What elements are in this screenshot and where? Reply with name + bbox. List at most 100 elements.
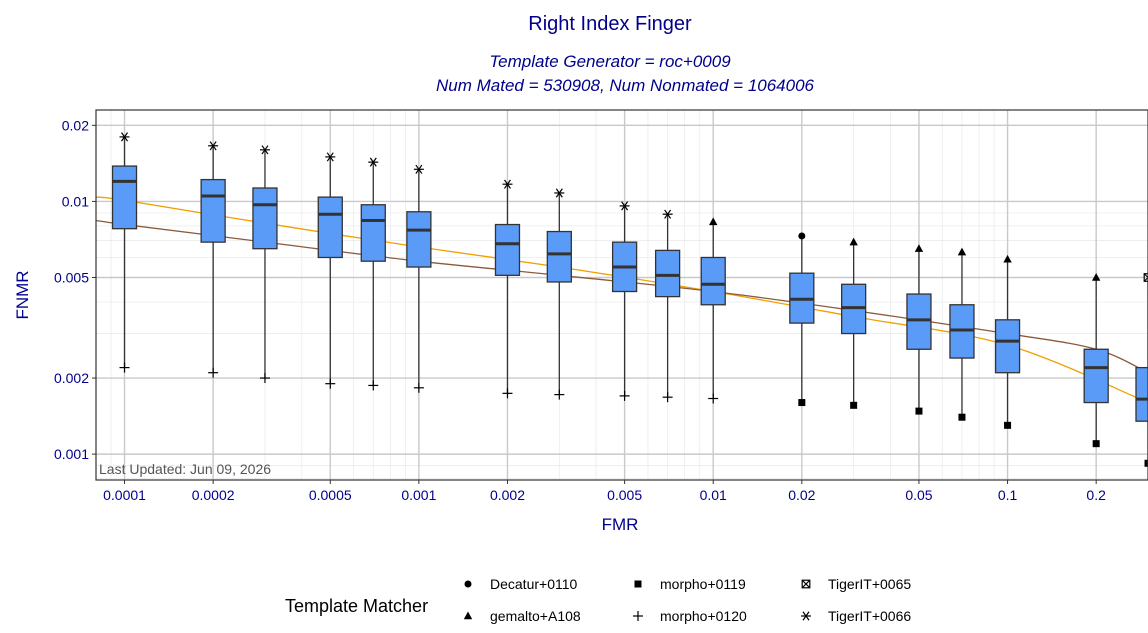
y-tick-label: 0.02 [62, 117, 89, 133]
boxplot [200, 141, 226, 378]
chart-subtitle-line1: Template Generator = roc+0009 [489, 52, 731, 71]
asterisk-marker [325, 152, 336, 162]
triangle-marker [957, 247, 967, 256]
square-marker [634, 580, 642, 588]
x-tick-label: 0.02 [788, 487, 815, 503]
x-tick-label: 0.1 [998, 487, 1018, 503]
plus-marker [259, 373, 270, 384]
plus-marker [208, 367, 219, 378]
legend-item: morpho+0120 [633, 608, 747, 624]
boxplots [111, 132, 1148, 467]
x-tick-label: 0.001 [401, 487, 436, 503]
circle-marker [464, 580, 472, 588]
last-updated-annotation: Last Updated: Jun 09, 2026 [99, 461, 271, 477]
square-marker [958, 413, 966, 421]
legend-item-label: gemalto+A108 [490, 608, 581, 624]
boxplot [949, 247, 975, 421]
triangle-marker [709, 217, 718, 226]
square-marker [1092, 440, 1100, 448]
legend-item: Decatur+0110 [464, 576, 578, 592]
square-marker [798, 399, 806, 407]
triangle-marker [914, 244, 924, 252]
square-marker [915, 407, 923, 415]
circle-marker [798, 232, 806, 240]
boxplot [611, 201, 638, 401]
triangle-marker [1003, 254, 1012, 263]
box [906, 293, 932, 350]
boxplot [841, 237, 867, 409]
boxplot [546, 188, 572, 400]
y-tick-label: 0.005 [54, 269, 89, 285]
boxplot [789, 232, 815, 407]
plus-marker [554, 389, 565, 400]
asterisk-marker [368, 157, 379, 167]
chart-subtitle-line2: Num Mated = 530908, Num Nonmated = 10640… [436, 76, 815, 95]
boxplot [994, 254, 1021, 429]
boxplot [317, 152, 343, 389]
plus-marker [413, 382, 424, 393]
x-tick-label: 0.0001 [103, 487, 146, 503]
plot-panel-border [95, 109, 1148, 481]
boxplot [360, 157, 386, 391]
y-tick-label: 0.01 [62, 193, 89, 209]
box [111, 165, 138, 230]
legend-item-label: TigerIT+0065 [828, 576, 911, 592]
square-marker [1004, 421, 1012, 429]
grid [95, 110, 1148, 480]
box [406, 211, 432, 268]
x-tick-label: 0.0002 [192, 487, 235, 503]
x-tick-label: 0.002 [490, 487, 525, 503]
box [654, 249, 681, 298]
asterisk-marker [119, 132, 130, 142]
plot-background [96, 110, 1148, 480]
legend-item-label: Decatur+0110 [490, 576, 578, 592]
plus-marker [619, 390, 630, 401]
chart-title: Right Index Finger [528, 13, 692, 35]
asterisk-marker [502, 179, 513, 189]
boxed-x-marker [801, 579, 811, 589]
plus-marker [502, 388, 513, 399]
plus-marker [119, 362, 130, 373]
box [994, 319, 1021, 374]
legend-item: morpho+0119 [634, 576, 746, 592]
boxplot [252, 145, 278, 384]
x-tick-label: 0.2 [1086, 487, 1106, 503]
boxplot [111, 132, 138, 373]
boxplot [406, 164, 432, 393]
plus-marker [368, 380, 379, 391]
legend: Decatur+0110 gemalto+A108 morpho+0119 morph… [463, 576, 911, 624]
box [1135, 366, 1148, 422]
boxplot [906, 244, 932, 415]
box [317, 196, 343, 259]
y-tick-label: 0.001 [54, 446, 89, 462]
x-tick-label: 0.005 [607, 487, 642, 503]
boxplot [700, 217, 726, 404]
boxplot [654, 209, 681, 403]
legend-title: Template Matcher [285, 596, 428, 616]
asterisk-marker [208, 141, 219, 151]
asterisk-marker [259, 145, 270, 155]
legend-item-label: TigerIT+0066 [828, 608, 911, 624]
plus-marker [325, 378, 336, 389]
asterisk-marker [554, 188, 565, 198]
x-tick-label: 0.01 [700, 487, 727, 503]
plus-marker [633, 611, 643, 621]
boxplot [494, 179, 521, 399]
triangle-marker [1091, 272, 1101, 281]
x-tick-label: 0.0005 [309, 487, 352, 503]
x-axis: 0.0001 0.0002 0.0005 0.001 0.002 0.005 0.01 0.0… [103, 480, 1106, 503]
y-tick-label: 0.002 [54, 370, 89, 386]
box [546, 230, 572, 283]
legend-item: TigerIT+0065 [801, 576, 911, 592]
triangle-marker [849, 237, 858, 246]
asterisk-marker [619, 201, 630, 211]
box [494, 223, 521, 276]
boxplot [1083, 272, 1109, 448]
plus-marker [662, 392, 673, 403]
legend-item-label: morpho+0119 [660, 576, 746, 592]
legend-item-label: morpho+0120 [660, 608, 747, 624]
x-axis-label: FMR [602, 515, 639, 534]
box [1083, 348, 1109, 404]
legend-item: TigerIT+0066 [801, 608, 911, 624]
